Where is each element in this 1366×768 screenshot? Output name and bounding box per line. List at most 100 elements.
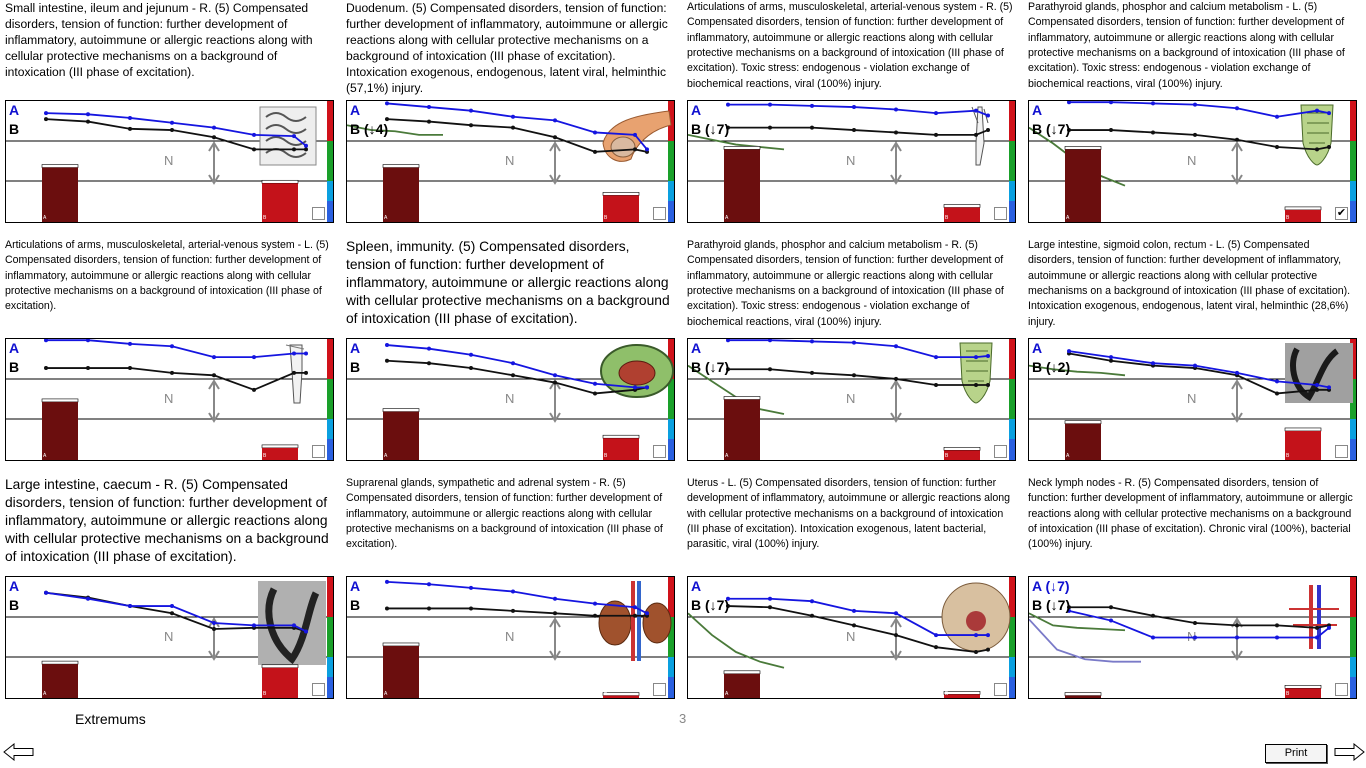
norm-label: N <box>1187 153 1196 168</box>
organ-panel[interactable]: Large intestine, caecum - R. (5) Compens… <box>5 476 335 714</box>
series-a-line <box>1069 101 1330 118</box>
organ-panel[interactable]: Parathyroid glands, phosphor and calcium… <box>687 238 1017 476</box>
series-a-label: A <box>350 340 361 356</box>
series-a-label: A <box>1032 340 1043 356</box>
scale-strip-segment <box>1350 181 1356 201</box>
bar-a-label: A <box>43 453 47 459</box>
series-a-line <box>728 597 988 636</box>
select-checkbox[interactable] <box>994 445 1007 458</box>
series-a-line-point <box>726 102 730 107</box>
bar-b-cap <box>261 444 299 449</box>
organ-panel[interactable]: Neck lymph nodes - R. (5) Compensated di… <box>1028 476 1358 714</box>
series-a-line-point <box>1327 111 1331 116</box>
series-b-line-point <box>553 611 557 616</box>
bar-b-label: B <box>945 215 949 221</box>
scale-strip-segment <box>327 577 333 617</box>
organ-panel[interactable]: Duodenum. (5) Compensated disorders, ten… <box>346 0 676 238</box>
series-a-line-point <box>1067 349 1071 354</box>
series-b-label: B (↓7) <box>691 359 730 375</box>
select-checkbox[interactable] <box>653 683 666 696</box>
organ-panel[interactable]: Suprarenal glands, sympathetic and adren… <box>346 476 676 714</box>
organ-panel[interactable]: Spleen, immunity. (5) Compensated disord… <box>346 238 676 476</box>
series-b-label: B (↓4) <box>350 121 389 137</box>
scale-strip-segment <box>1009 339 1015 379</box>
chart-canvas: NA B <box>347 339 674 460</box>
organ-chart: N A B A B (↓7) ✔ <box>1028 100 1357 223</box>
bar-a-label: A <box>384 453 388 459</box>
select-checkbox[interactable] <box>312 683 325 696</box>
organ-panel[interactable]: Large intestine, sigmoid colon, rectum -… <box>1028 238 1358 476</box>
series-b-label: B <box>350 359 361 375</box>
chart-canvas: NA B <box>688 339 1015 460</box>
bar-b-label: B <box>604 691 608 697</box>
select-checkbox[interactable] <box>312 207 325 220</box>
bar-b-label: B <box>945 453 949 459</box>
series-a-line-point <box>768 102 772 107</box>
series-a-line-point <box>128 115 132 120</box>
bar-a-cap <box>382 408 420 412</box>
print-button[interactable]: Print <box>1265 744 1327 763</box>
scale-strip-segment <box>1009 577 1015 617</box>
series-b-line-point <box>726 125 730 130</box>
back-arrow-icon[interactable] <box>3 743 35 761</box>
scale-strip-segment <box>668 201 674 222</box>
bar-a-label: A <box>1066 215 1070 221</box>
series-a-line-point <box>934 111 938 116</box>
series-a-line-point <box>1235 370 1239 375</box>
forward-arrow-icon[interactable] <box>1333 743 1365 761</box>
select-checkbox[interactable] <box>653 207 666 220</box>
select-checkbox[interactable] <box>1335 683 1348 696</box>
bar-a-label: A <box>43 691 47 697</box>
scale-strip-segment <box>327 617 333 657</box>
bar-b-cap <box>943 691 981 695</box>
norm-label: N <box>164 391 173 406</box>
series-a-line-point <box>1109 618 1113 623</box>
series-a-line-point <box>170 120 174 125</box>
series-b-line-point <box>128 366 132 371</box>
series-b-line-point <box>511 373 515 378</box>
series-a-line <box>46 339 306 359</box>
series-a-line <box>45 112 307 147</box>
series-b-line-point <box>1109 605 1113 610</box>
series-a-line-point <box>1193 635 1197 640</box>
series-b-line-point <box>1151 130 1155 135</box>
select-checkbox[interactable] <box>1335 445 1348 458</box>
scale-strip-segment <box>1009 379 1015 419</box>
bar-a <box>42 401 78 460</box>
series-a-line-point <box>385 343 389 348</box>
chart-canvas: NA B <box>688 101 1015 222</box>
series-b-line-point <box>1315 147 1319 152</box>
range-arrow-icon <box>1231 141 1243 185</box>
extremums-label[interactable]: Extremums <box>75 711 146 727</box>
organ-panel[interactable]: Articulations of arms, musculoskeletal, … <box>687 0 1017 238</box>
series-a-line-point <box>986 633 990 638</box>
select-checkbox[interactable] <box>994 207 1007 220</box>
scale-strip-segment <box>327 677 333 698</box>
series-b-line-point <box>170 128 174 133</box>
series-b-line-point <box>469 366 473 371</box>
series-b-line <box>1069 606 1330 629</box>
bar-a-cap <box>723 670 761 675</box>
bar-b-cap <box>602 192 640 196</box>
series-a-label: A <box>9 340 20 356</box>
scale-strip-segment <box>668 677 674 698</box>
organ-panel[interactable]: Parathyroid glands, phosphor and calcium… <box>1028 0 1358 238</box>
organ-panel[interactable]: Small intestine, ileum and jejunum - R. … <box>5 0 335 238</box>
series-b-label: B <box>350 597 361 613</box>
series-b-line-point <box>986 382 990 387</box>
bar-a <box>724 149 760 222</box>
select-checkbox[interactable]: ✔ <box>1335 207 1348 220</box>
bar-a-cap <box>1064 420 1102 424</box>
organ-illustration-icon <box>971 106 989 166</box>
organ-panel[interactable]: Uterus - L. (5) Compensated disorders, t… <box>687 476 1017 714</box>
bar-b <box>1285 209 1321 222</box>
series-b-line <box>1069 129 1330 151</box>
select-checkbox[interactable] <box>994 683 1007 696</box>
organ-panel[interactable]: Articulations of arms, musculoskeletal, … <box>5 238 335 476</box>
bar-a-cap <box>41 164 79 168</box>
select-checkbox[interactable] <box>312 445 325 458</box>
bar-b <box>603 195 639 222</box>
chart-canvas: NA B <box>688 577 1015 698</box>
select-checkbox[interactable] <box>653 445 666 458</box>
